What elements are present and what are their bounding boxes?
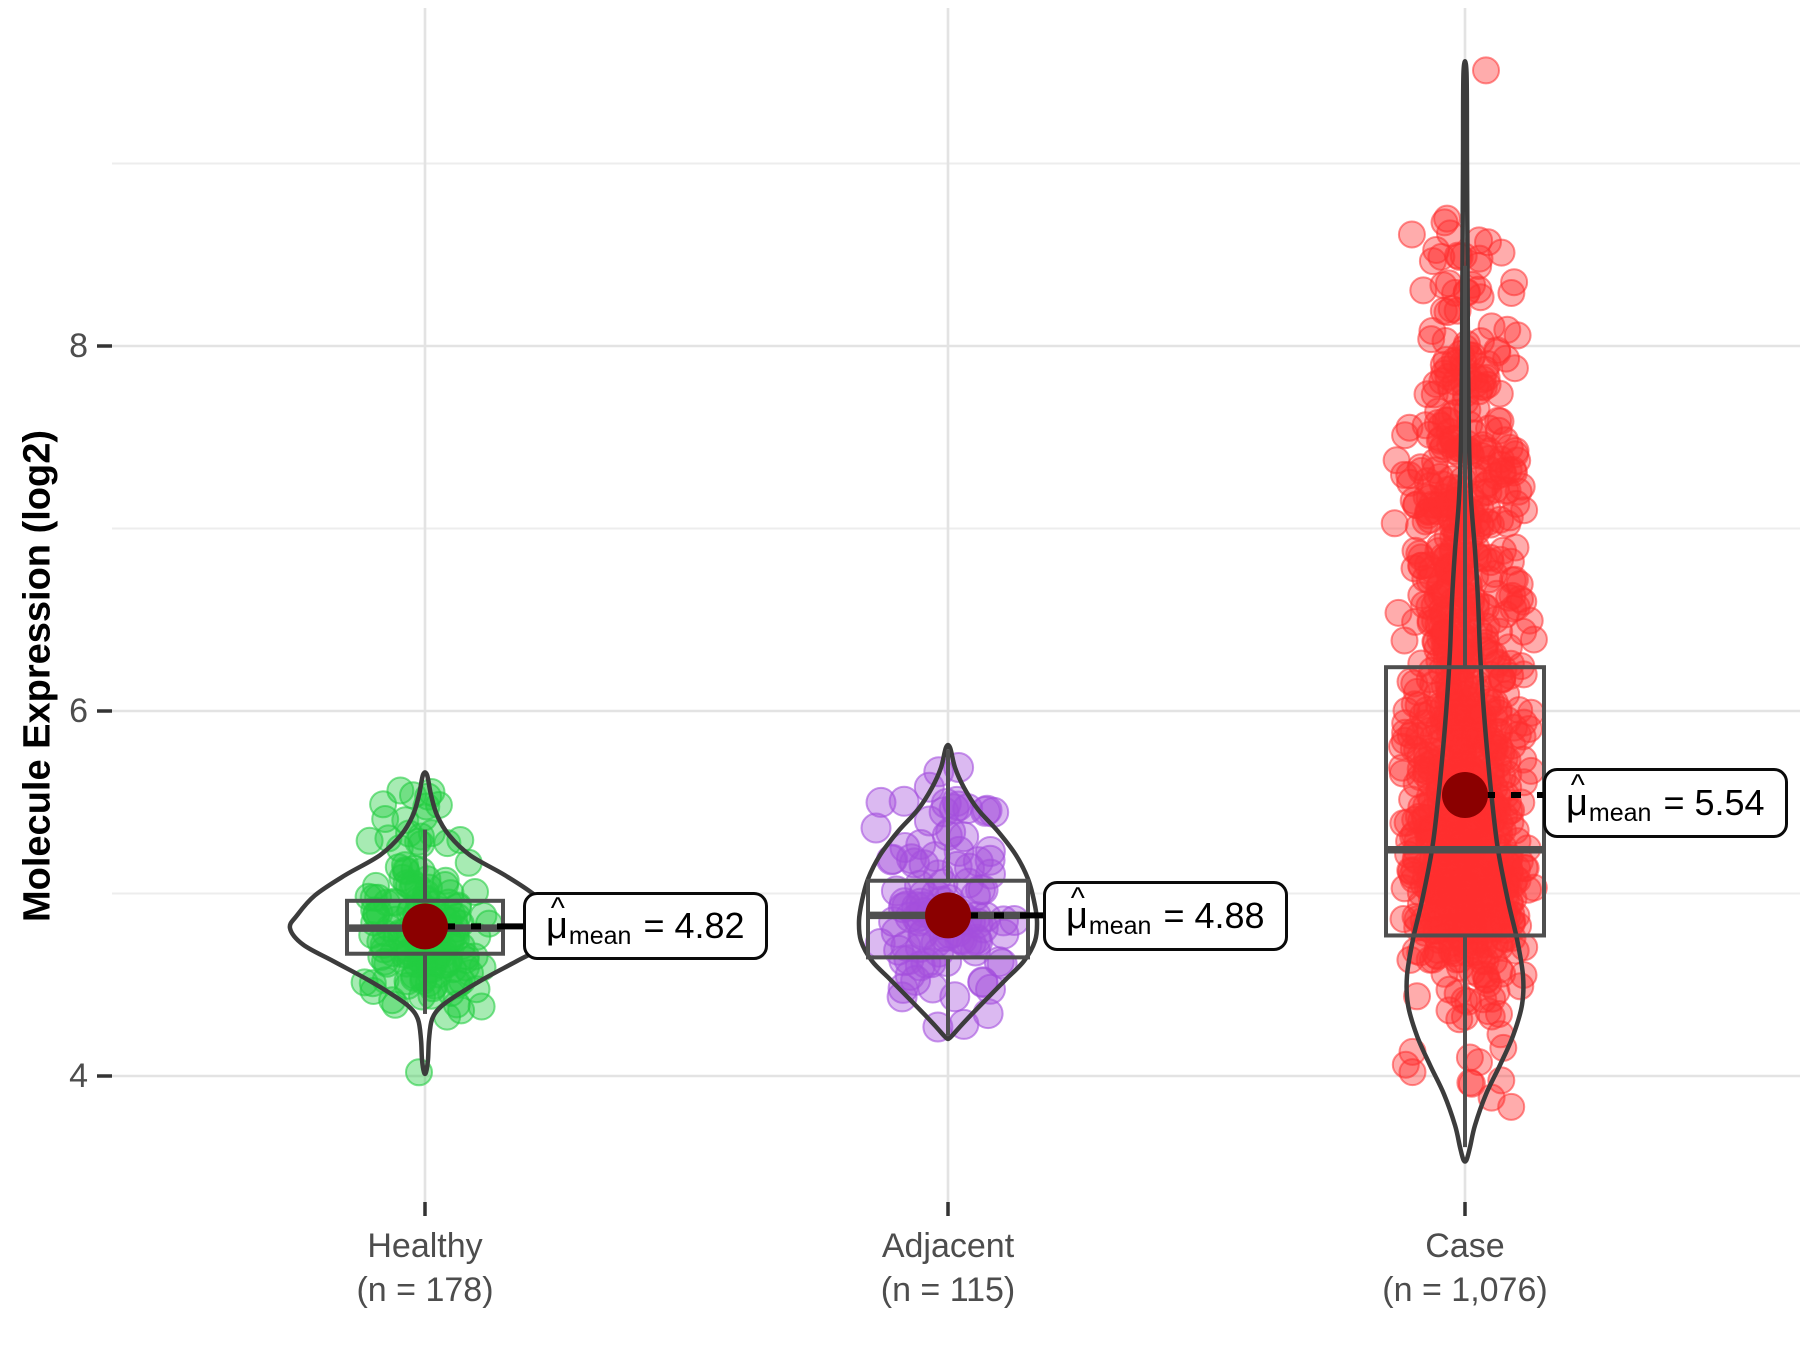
mean-annotation-case: μ ^ mean = 5.54 [1543, 768, 1788, 838]
x-label-healthy-name: Healthy [367, 1227, 483, 1265]
mu-symbol: μ [546, 905, 568, 947]
hat-symbol: ^ [1570, 769, 1585, 803]
x-label-healthy: Healthy (n = 178) [356, 1224, 493, 1312]
x-label-case-name: Case [1425, 1227, 1505, 1265]
y-axis-title: Molecule Expression (log2) [16, 430, 59, 922]
y-tick-label-6: 6 [69, 692, 88, 730]
mean-annotation-healthy: μ ^ mean = 4.82 [523, 892, 768, 960]
mu-symbol: μ [1566, 782, 1588, 824]
mean-value: = 4.82 [643, 905, 745, 946]
x-label-adjacent: Adjacent (n = 115) [881, 1224, 1016, 1312]
y-tick-label-8: 8 [69, 327, 88, 365]
x-label-adjacent-name: Adjacent [881, 1227, 1015, 1265]
hat-symbol: ^ [550, 892, 565, 926]
mu-hat-symbol: μ ^ [1066, 884, 1088, 937]
mu-symbol: μ [1066, 895, 1088, 937]
x-label-case: Case (n = 1,076) [1382, 1224, 1547, 1312]
mean-subscript: mean [1588, 798, 1652, 827]
mean-value: = 4.88 [1163, 895, 1265, 936]
mean-subscript: mean [568, 921, 632, 950]
mean-value: = 5.54 [1663, 782, 1765, 823]
x-label-healthy-n: (n = 178) [356, 1271, 494, 1309]
x-label-adjacent-n: (n = 115) [880, 1271, 1016, 1309]
mu-hat-symbol: μ ^ [546, 894, 568, 947]
y-tick-label-4: 4 [69, 1057, 88, 1095]
mean-subscript: mean [1088, 911, 1152, 940]
hat-symbol: ^ [1070, 882, 1085, 916]
x-label-case-n: (n = 1,076) [1382, 1271, 1548, 1309]
mu-hat-symbol: μ ^ [1566, 771, 1588, 824]
mean-annotation-adjacent: μ ^ mean = 4.88 [1043, 881, 1288, 951]
